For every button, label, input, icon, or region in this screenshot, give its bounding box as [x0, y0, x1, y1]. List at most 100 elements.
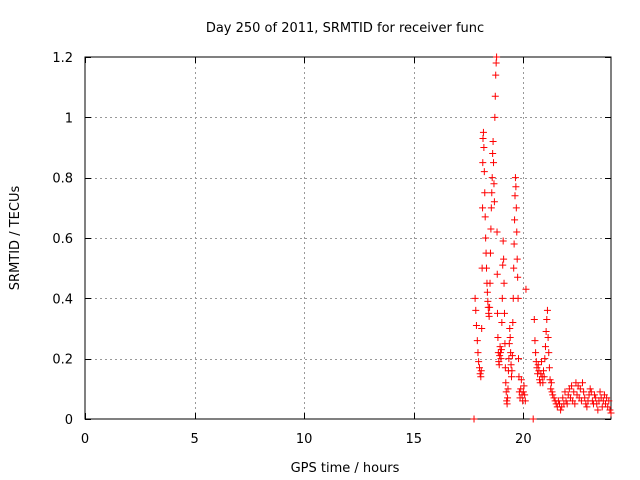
data-point	[476, 370, 484, 378]
data-point	[481, 213, 489, 221]
data-point	[473, 337, 481, 345]
data-point	[591, 391, 599, 399]
data-point	[491, 92, 499, 100]
data-point	[497, 346, 505, 354]
data-point	[487, 225, 495, 233]
data-point	[531, 337, 539, 345]
data-point	[559, 394, 567, 402]
data-point	[471, 294, 479, 302]
data-point	[547, 385, 555, 393]
data-point	[498, 294, 506, 302]
data-point	[550, 394, 558, 402]
data-point	[477, 373, 485, 381]
data-point	[507, 349, 515, 357]
data-points	[470, 53, 615, 423]
data-point	[510, 240, 518, 248]
data-point	[541, 343, 549, 351]
data-point	[491, 113, 499, 121]
data-point	[522, 285, 530, 293]
x-axis-label: GPS time / hours	[291, 461, 400, 476]
data-point	[483, 288, 491, 296]
data-point	[496, 352, 504, 360]
data-point	[486, 279, 494, 287]
data-point	[488, 189, 496, 197]
grid-lines	[85, 57, 611, 419]
data-point	[490, 180, 498, 188]
axis-ticks: 0 5 10 15 20 0 0.2 0.4 0.6 0.8 1 1.2	[52, 51, 611, 447]
data-point	[486, 249, 494, 257]
data-point	[544, 334, 552, 342]
data-point	[495, 361, 503, 369]
data-point	[510, 264, 518, 272]
x-tick-label: 20	[515, 432, 532, 447]
data-point	[470, 415, 478, 423]
data-point	[474, 349, 482, 357]
data-point	[521, 391, 529, 399]
data-point	[580, 388, 588, 396]
chart-title: Day 250 of 2011, SRMTID for receiver fun…	[206, 21, 484, 36]
data-point	[496, 343, 504, 351]
x-tick-label: 10	[296, 432, 313, 447]
data-point	[562, 397, 570, 405]
data-point	[520, 382, 528, 390]
data-point	[500, 279, 508, 287]
data-point	[515, 355, 523, 363]
data-point	[492, 71, 500, 79]
data-point	[479, 159, 487, 167]
data-point	[570, 388, 578, 396]
data-point	[549, 391, 557, 399]
data-point	[484, 297, 492, 305]
data-point	[476, 364, 483, 372]
data-point	[606, 406, 614, 414]
data-point	[547, 379, 555, 387]
data-point	[532, 349, 540, 357]
data-point	[568, 382, 576, 390]
data-point	[538, 358, 546, 366]
data-point	[482, 234, 490, 242]
y-tick-label: 0.6	[52, 232, 73, 247]
data-point	[493, 270, 501, 278]
data-point	[540, 373, 548, 381]
data-point	[499, 237, 507, 245]
data-point	[607, 409, 615, 417]
data-point	[548, 388, 556, 396]
data-point	[500, 309, 508, 317]
data-point	[488, 174, 496, 182]
data-point	[489, 137, 497, 145]
data-point	[493, 228, 501, 236]
data-point	[508, 367, 516, 375]
y-tick-label: 0.2	[52, 353, 73, 368]
data-point	[490, 198, 498, 206]
data-point	[546, 376, 554, 384]
data-point	[475, 358, 483, 366]
data-point	[497, 349, 505, 357]
data-point	[485, 312, 493, 320]
data-point	[594, 406, 602, 414]
data-point	[493, 309, 501, 317]
x-tick-label: 0	[81, 432, 89, 447]
data-point	[512, 183, 520, 191]
data-point	[505, 340, 513, 348]
data-point	[583, 403, 591, 411]
y-axis-label: SRMTID / TECUs	[8, 186, 23, 291]
data-point	[486, 303, 494, 311]
data-point	[563, 400, 571, 408]
data-point	[479, 134, 487, 142]
data-point	[530, 315, 538, 323]
y-tick-label: 0	[65, 413, 73, 428]
data-point	[492, 59, 500, 67]
data-point	[511, 192, 519, 200]
data-point	[478, 325, 486, 332]
data-point	[587, 388, 595, 396]
data-point	[498, 318, 506, 326]
data-point	[503, 400, 511, 408]
data-point	[479, 128, 487, 136]
data-point	[477, 367, 485, 375]
data-point	[521, 397, 529, 405]
data-point	[483, 264, 491, 272]
data-point	[514, 294, 522, 302]
data-point	[554, 397, 562, 405]
y-tick-label: 1.2	[52, 51, 73, 66]
